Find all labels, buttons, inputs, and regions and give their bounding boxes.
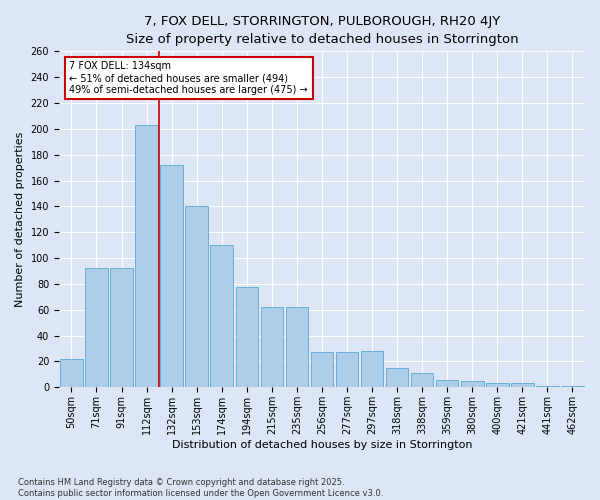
Bar: [85, 268, 108, 388]
Bar: [136, 125, 158, 388]
Bar: [486, 384, 509, 388]
Bar: [536, 386, 559, 388]
Bar: [336, 352, 358, 388]
Bar: [260, 307, 283, 388]
X-axis label: Distribution of detached houses by size in Storrington: Distribution of detached houses by size …: [172, 440, 472, 450]
Bar: [110, 268, 133, 388]
Bar: [511, 384, 533, 388]
Title: 7, FOX DELL, STORRINGTON, PULBOROUGH, RH20 4JY
Size of property relative to deta: 7, FOX DELL, STORRINGTON, PULBOROUGH, RH…: [125, 15, 518, 46]
Text: Contains HM Land Registry data © Crown copyright and database right 2025.
Contai: Contains HM Land Registry data © Crown c…: [18, 478, 383, 498]
Bar: [436, 380, 458, 388]
Bar: [286, 307, 308, 388]
Y-axis label: Number of detached properties: Number of detached properties: [15, 132, 25, 307]
Bar: [60, 359, 83, 388]
Bar: [311, 352, 333, 388]
Bar: [386, 368, 409, 388]
Bar: [411, 373, 433, 388]
Bar: [236, 286, 258, 388]
Bar: [561, 386, 584, 388]
Bar: [185, 206, 208, 388]
Bar: [160, 165, 183, 388]
Bar: [461, 381, 484, 388]
Bar: [361, 351, 383, 388]
Bar: [211, 245, 233, 388]
Text: 7 FOX DELL: 134sqm
← 51% of detached houses are smaller (494)
49% of semi-detach: 7 FOX DELL: 134sqm ← 51% of detached hou…: [70, 62, 308, 94]
